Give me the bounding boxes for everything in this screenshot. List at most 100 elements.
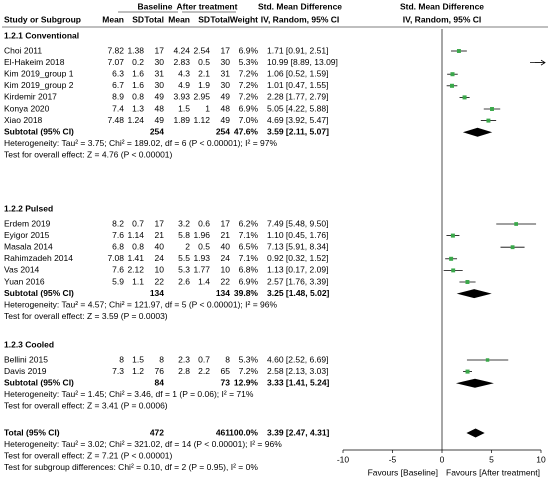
cell: 1.3 (132, 103, 144, 113)
column-header: IV, Random, 95% CI (403, 14, 482, 24)
study-name: Kim 2019_group 2 (4, 80, 74, 90)
ci: 4.60 [2.52, 6.69] (267, 354, 328, 364)
weight: 7.2% (239, 366, 259, 376)
column-header: Total (144, 14, 164, 24)
effect-square (486, 118, 491, 123)
cell: 48 (155, 103, 165, 113)
cell: 2.54 (193, 45, 210, 55)
cell: 65 (221, 366, 231, 376)
group-title: 1.2.1 Conventional (4, 30, 79, 40)
cell: 7.6 (112, 265, 124, 275)
x-tick-label: -5 (389, 454, 397, 464)
subtotal-n: 84 (155, 377, 165, 387)
weight: 6.2% (239, 218, 259, 228)
cell: 22 (155, 276, 165, 286)
subtotal-n: 461 (216, 427, 230, 437)
cell: 22 (221, 276, 231, 286)
effect-square (510, 245, 515, 250)
column-header: SD (198, 14, 210, 24)
subtotal-weight: 100.0% (229, 427, 258, 437)
cell: 0.5 (198, 241, 210, 251)
total-heterogeneity: Heterogeneity: Tau² = 3.02; Chi² = 321.0… (4, 439, 282, 449)
cell: 49 (155, 92, 165, 102)
total-overall: Test for overall effect: Z = 7.21 (P < 0… (4, 450, 173, 460)
cell: 8.9 (112, 92, 124, 102)
cell: 0.7 (198, 354, 210, 364)
weight: 7.1% (239, 230, 259, 240)
overall-effect: Test for overall effect: Z = 3.41 (P = 0… (4, 401, 168, 411)
effect-square (450, 233, 455, 238)
cell: 1.93 (193, 253, 210, 263)
cell: 1.2 (132, 366, 144, 376)
weight: 6.9% (239, 45, 259, 55)
cell: 24 (221, 253, 231, 263)
cell: 7.3 (112, 366, 124, 376)
subtotal-label: Subtotal (95% CI) (4, 288, 74, 298)
column-header: SD (132, 14, 144, 24)
study-name: Choi 2011 (4, 45, 42, 55)
column-header: Total (210, 14, 230, 24)
overall-effect: Test for overall effect: Z = 4.76 (P < 0… (4, 150, 173, 160)
cell: 7.08 (107, 253, 124, 263)
cell: 7.6 (112, 230, 124, 240)
column-header: Mean (168, 14, 190, 24)
ci: 5.05 [4.22, 5.88] (267, 103, 328, 113)
cell: 1 (205, 103, 210, 113)
cell: 1.14 (127, 230, 144, 240)
effect-square (462, 95, 467, 100)
weight: 5.3% (239, 354, 259, 364)
study-name: Bellini 2015 (4, 354, 48, 364)
favours-left: Favours [Baseline] (368, 467, 438, 477)
cell: 1.24 (127, 115, 144, 125)
cell: 0.5 (198, 57, 210, 67)
effect-square (449, 83, 455, 88)
cell: 5.8 (178, 230, 190, 240)
study-name: Rahimzadeh 2014 (4, 253, 73, 263)
subtotal-n: 134 (150, 288, 164, 298)
weight: 5.3% (239, 57, 259, 67)
cell: 2.8 (178, 366, 190, 376)
cell: 0.7 (132, 218, 144, 228)
subtotal-weight: 39.8% (234, 288, 259, 298)
cell: 48 (221, 103, 231, 113)
cell: 21 (155, 230, 165, 240)
cell: 40 (155, 241, 165, 251)
weight: 6.9% (239, 103, 259, 113)
x-tick-label: 5 (489, 454, 494, 464)
column-header: IV, Random, 95% CI (261, 14, 340, 24)
total-subgroup: Test for subgroup differences: Chi² = 0.… (4, 462, 258, 472)
cell: 7.48 (107, 115, 124, 125)
study-name: Kim 2019_group 1 (4, 68, 74, 78)
summary-diamond (466, 428, 485, 438)
plot-area (443, 49, 542, 438)
column-header: Mean (102, 14, 124, 24)
cell: 21 (221, 230, 231, 240)
cell: 76 (155, 366, 165, 376)
study-name: Vas 2014 (4, 265, 40, 275)
subtotal-n: 134 (216, 288, 230, 298)
x-tick-label: 10 (536, 454, 546, 464)
cell: 8 (225, 354, 230, 364)
weight: 7.2% (239, 68, 259, 78)
cell: 3.2 (178, 218, 190, 228)
effect-square (450, 72, 455, 77)
subtotal-n: 73 (221, 377, 231, 387)
cell: 49 (221, 115, 231, 125)
cell: 1.4 (198, 276, 210, 286)
cell: 5.9 (112, 276, 124, 286)
cell: 7.82 (107, 45, 124, 55)
cell: 0.8 (132, 241, 144, 251)
summary-diamond (456, 289, 492, 299)
heterogeneity: Heterogeneity: Tau² = 4.57; Chi² = 121.9… (4, 299, 277, 309)
cell: 1.77 (193, 265, 210, 275)
overall-effect: Test for overall effect: Z = 3.59 (P = 0… (4, 311, 168, 321)
subtotal-ci: 3.33 [1.41, 5.24] (267, 377, 330, 387)
cell: 2.6 (178, 276, 190, 286)
summary-diamond (455, 378, 494, 388)
group-header: Baseline (138, 1, 173, 11)
column-header: Weight (230, 14, 258, 24)
cell: 4.9 (178, 80, 190, 90)
effect-square (449, 256, 454, 261)
cell: 1.5 (178, 103, 190, 113)
